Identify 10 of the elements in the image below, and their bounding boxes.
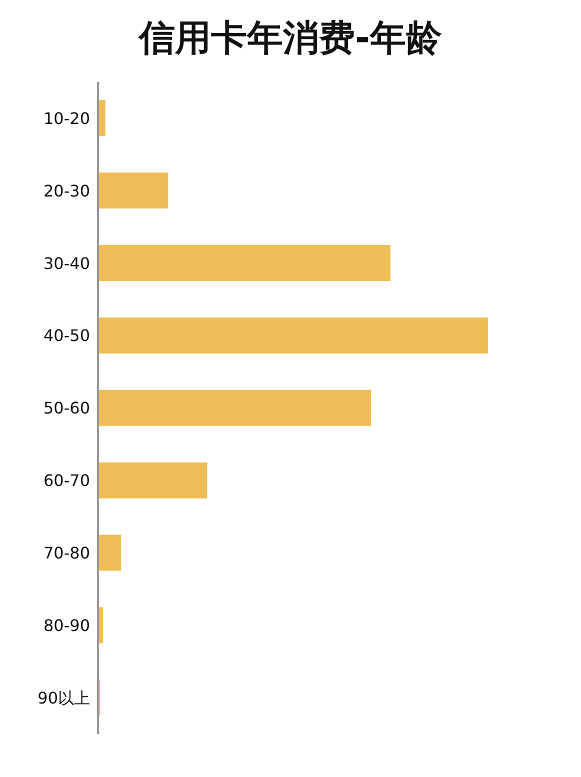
y-tick-label: 60-70 [44,471,90,490]
chart-title: 信用卡年消费-年龄 [137,17,443,61]
y-tick-label: 80-90 [44,616,90,636]
y-tick-label: 30-40 [44,254,90,273]
y-tick-label: 20-30 [44,181,90,200]
y-tick-label: 50-60 [44,398,90,418]
y-tick-label: 40-50 [44,326,90,346]
y-tick-label: 70-80 [44,544,90,563]
y-tick-label: 90以上 [38,688,90,708]
y-tick-label: 10-20 [44,108,90,128]
